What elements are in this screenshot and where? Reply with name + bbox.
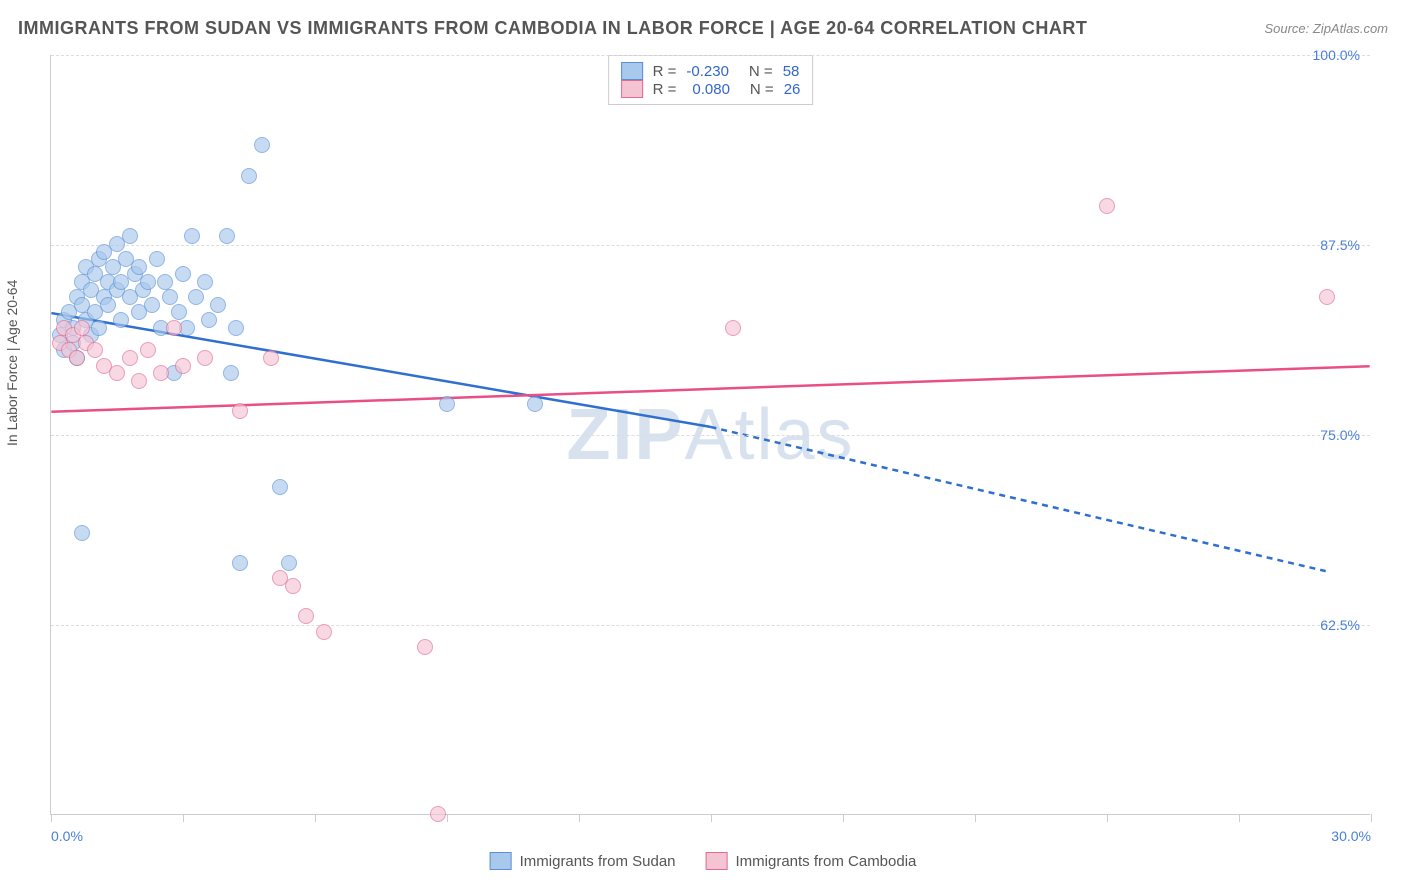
scatter-point [285, 578, 301, 594]
r-value-sudan: -0.230 [686, 63, 729, 80]
n-label: N = [749, 63, 773, 80]
scatter-point [316, 624, 332, 640]
scatter-point [263, 350, 279, 366]
scatter-point [219, 228, 235, 244]
xtick [1239, 814, 1240, 822]
legend-item-cambodia: Immigrants from Cambodia [706, 852, 917, 870]
xtick [1107, 814, 1108, 822]
series-legend: Immigrants from Sudan Immigrants from Ca… [490, 852, 917, 870]
legend-swatch-cambodia [621, 80, 643, 98]
scatter-point [228, 320, 244, 336]
xtick [975, 814, 976, 822]
scatter-point [210, 297, 226, 313]
scatter-point [175, 358, 191, 374]
scatter-point [298, 608, 314, 624]
scatter-point [149, 251, 165, 267]
gridline [51, 245, 1370, 246]
xtick [843, 814, 844, 822]
ytick-label: 75.0% [1320, 427, 1360, 443]
scatter-point [1319, 289, 1335, 305]
scatter-point [281, 555, 297, 571]
gridline [51, 625, 1370, 626]
scatter-point [184, 228, 200, 244]
scatter-point [87, 342, 103, 358]
gridline [51, 55, 1370, 56]
legend-row-cambodia: R = 0.080 N = 26 [621, 80, 801, 98]
scatter-point [91, 320, 107, 336]
xtick [315, 814, 316, 822]
ytick-label: 62.5% [1320, 617, 1360, 633]
scatter-point [122, 228, 138, 244]
title-bar: IMMIGRANTS FROM SUDAN VS IMMIGRANTS FROM… [18, 18, 1388, 39]
scatter-point [166, 320, 182, 336]
scatter-point [254, 137, 270, 153]
plot-area: ZIPAtlas R = -0.230 N = 58 R = 0.080 N =… [50, 55, 1370, 815]
xtick [447, 814, 448, 822]
scatter-point [197, 350, 213, 366]
scatter-point [439, 396, 455, 412]
scatter-point [241, 168, 257, 184]
scatter-point [74, 525, 90, 541]
gridline [51, 435, 1370, 436]
xtick [1371, 814, 1372, 822]
scatter-point [109, 365, 125, 381]
n-label: N = [750, 81, 774, 98]
legend-swatch-cambodia [706, 852, 728, 870]
xtick [183, 814, 184, 822]
ytick-label: 87.5% [1320, 237, 1360, 253]
scatter-point [725, 320, 741, 336]
scatter-point [122, 350, 138, 366]
scatter-point [131, 259, 147, 275]
legend-label-sudan: Immigrants from Sudan [520, 853, 676, 870]
xtick [579, 814, 580, 822]
r-label: R = [653, 81, 677, 98]
xtick [51, 814, 52, 822]
xtick-label: 30.0% [1331, 828, 1371, 844]
scatter-point [188, 289, 204, 305]
legend-swatch-sudan [621, 62, 643, 80]
legend-swatch-sudan [490, 852, 512, 870]
scatter-point [140, 274, 156, 290]
scatter-point [430, 806, 446, 822]
n-value-sudan: 58 [783, 63, 800, 80]
scatter-point [153, 365, 169, 381]
source-label: Source: ZipAtlas.com [1264, 21, 1388, 36]
scatter-point [157, 274, 173, 290]
r-label: R = [653, 63, 677, 80]
xtick [711, 814, 712, 822]
scatter-point [232, 403, 248, 419]
scatter-point [272, 479, 288, 495]
r-value-cambodia: 0.080 [692, 81, 730, 98]
scatter-point [140, 342, 156, 358]
scatter-point [175, 266, 191, 282]
legend-row-sudan: R = -0.230 N = 58 [621, 62, 801, 80]
scatter-point [223, 365, 239, 381]
legend-label-cambodia: Immigrants from Cambodia [736, 853, 917, 870]
legend-item-sudan: Immigrants from Sudan [490, 852, 676, 870]
scatter-point [417, 639, 433, 655]
correlation-legend: R = -0.230 N = 58 R = 0.080 N = 26 [608, 55, 814, 105]
ytick-label: 100.0% [1313, 47, 1360, 63]
scatter-point [144, 297, 160, 313]
y-axis-label: In Labor Force | Age 20-64 [4, 280, 20, 446]
scatter-point [201, 312, 217, 328]
scatter-point [131, 373, 147, 389]
scatter-point [1099, 198, 1115, 214]
n-value-cambodia: 26 [784, 81, 801, 98]
scatter-point [232, 555, 248, 571]
scatter-point [171, 304, 187, 320]
scatter-point [113, 312, 129, 328]
scatter-point [197, 274, 213, 290]
scatter-point [100, 297, 116, 313]
scatter-point [69, 350, 85, 366]
scatter-point [162, 289, 178, 305]
scatter-point [527, 396, 543, 412]
xtick-label: 0.0% [51, 828, 83, 844]
chart-title: IMMIGRANTS FROM SUDAN VS IMMIGRANTS FROM… [18, 18, 1087, 39]
scatter-point [74, 320, 90, 336]
